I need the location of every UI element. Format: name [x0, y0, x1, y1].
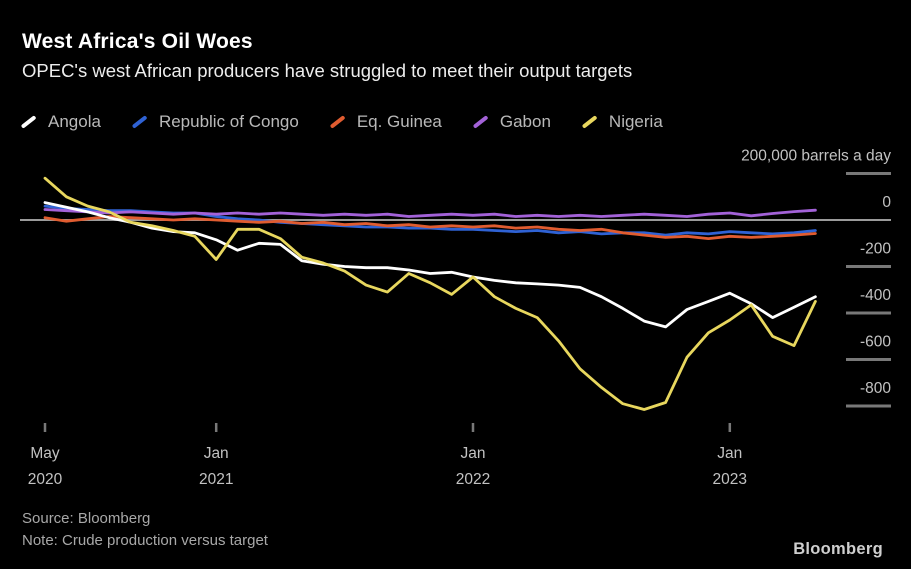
bloomberg-logo: Bloomberg	[793, 540, 883, 558]
legend-slash-icon	[329, 115, 346, 129]
y-tick-label: -200	[860, 241, 891, 258]
y-tick-label: -800	[860, 380, 891, 397]
chart-header: West Africa's Oil Woes OPEC's west Afric…	[22, 30, 632, 82]
legend-label: Gabon	[499, 112, 551, 131]
legend-label: Angola	[48, 112, 101, 131]
legend-slash-icon	[131, 115, 148, 129]
series-line-gabon	[43, 208, 817, 218]
y-tick-label: -400	[860, 287, 891, 304]
legend-item-republic-of-congo: Republic of Congo	[131, 112, 299, 132]
legend-item-angola: Angola	[20, 112, 101, 132]
x-tick-label-year: 2020	[28, 471, 63, 488]
legend: Angola Republic of Congo Eq. Guinea Gabon Ni…	[20, 112, 663, 132]
series-line-eq-guinea	[43, 215, 817, 241]
x-tick-label-month: Jan	[717, 445, 742, 462]
legend-item-nigeria: Nigeria	[581, 112, 663, 132]
chart-subtitle: OPEC's west African producers have strug…	[22, 60, 633, 81]
y-tick-label: -600	[860, 334, 891, 351]
legend-item-gabon: Gabon	[472, 112, 551, 132]
x-tick-label-month: Jan	[461, 445, 486, 462]
x-tick-label-year: 2023	[713, 471, 747, 488]
source-text: Source: Bloomberg	[22, 510, 151, 527]
y-tick-label: 200,000 barrels a day	[741, 148, 891, 165]
y-tick-label: 0	[882, 194, 891, 211]
series-line-nigeria	[43, 176, 817, 411]
x-tick-label-year: 2021	[199, 471, 233, 488]
legend-slash-icon	[472, 115, 489, 129]
legend-label: Eq. Guinea	[356, 112, 442, 131]
legend-slash-icon	[581, 115, 598, 129]
legend-label: Nigeria	[608, 112, 663, 131]
x-tick-label-month: Jan	[204, 445, 229, 462]
note-text: Note: Crude production versus target	[22, 532, 268, 549]
series-line-angola	[43, 201, 817, 329]
legend-label: Republic of Congo	[158, 112, 299, 131]
x-tick-label-year: 2022	[456, 471, 490, 488]
chart-title: West Africa's Oil Woes	[22, 30, 253, 53]
chart-footer: Source: Bloomberg Note: Crude production…	[22, 508, 268, 552]
x-tick-label-month: May	[30, 445, 60, 462]
legend-item-eq-guinea: Eq. Guinea	[329, 112, 442, 132]
legend-slash-icon	[20, 115, 37, 129]
